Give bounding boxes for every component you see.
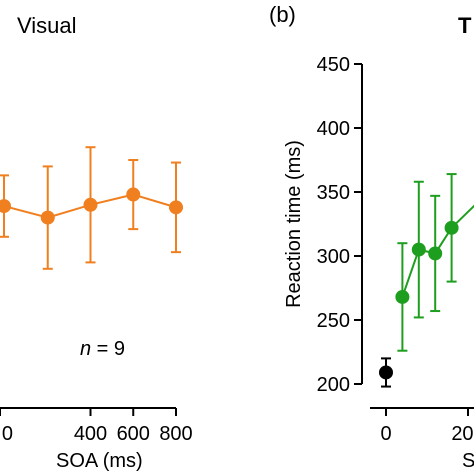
rt-y-tick-label-5: 450	[317, 54, 350, 76]
visual-point-2	[83, 197, 98, 212]
rt-baseline-point	[379, 365, 393, 380]
rt-x-tick-label-0: 0	[380, 423, 391, 445]
rt-point-1	[411, 242, 426, 257]
annotation-value: = 9	[91, 338, 125, 360]
visual-x-tick-label-1: 400	[74, 423, 107, 445]
rt-y-tick-label-4: 400	[317, 118, 350, 140]
rt-y-tick-label-2: 300	[317, 246, 350, 268]
sample-size-annotation: n = 9	[80, 338, 125, 360]
rt-y-axis-title: Reaction time (ms)	[283, 140, 305, 308]
visual-plot-area	[0, 146, 183, 270]
rt-y-tick-label-3: 350	[317, 182, 350, 204]
rt-point-0	[395, 289, 410, 304]
rt-plot-area	[379, 173, 474, 388]
visual-x-tick-label-2: 600	[117, 423, 150, 445]
rt-x-ticks: 0 200	[380, 408, 474, 445]
rt-y-tick-label-1: 250	[317, 310, 350, 332]
rt-point-2	[428, 246, 443, 261]
rt-point-3	[444, 220, 459, 235]
panel-label-b: (b)	[269, 2, 296, 27]
visual-point-1	[40, 210, 55, 225]
visual-point-0	[0, 199, 11, 214]
visual-point-3	[126, 187, 141, 202]
visual-x-tick-label-3: 800	[159, 423, 192, 445]
panel-visual: Visual 0 400 600 800 SOA (ms) n = 9	[0, 13, 193, 472]
annotation-n: n	[80, 338, 91, 360]
visual-x-ticks: 0 400 600 800	[0, 408, 193, 445]
panel-title-b: T	[458, 13, 472, 38]
visual-x-axis-title: SOA (ms)	[56, 450, 143, 472]
rt-y-tick-label-0: 200	[317, 374, 350, 396]
visual-point-4	[169, 200, 183, 215]
rt-series-line	[401, 204, 474, 298]
rt-x-tick-label-1: 200	[451, 423, 474, 445]
panel-title-visual: Visual	[17, 13, 77, 38]
visual-x-tick-label-0: 0	[2, 423, 13, 445]
panel-b: (b) T 200 250 300 350 400 450 Reaction time (…	[269, 2, 474, 472]
rt-x-axis-title: S	[462, 450, 474, 472]
rt-y-ticks: 200 250 300 350 400 450	[317, 54, 362, 396]
